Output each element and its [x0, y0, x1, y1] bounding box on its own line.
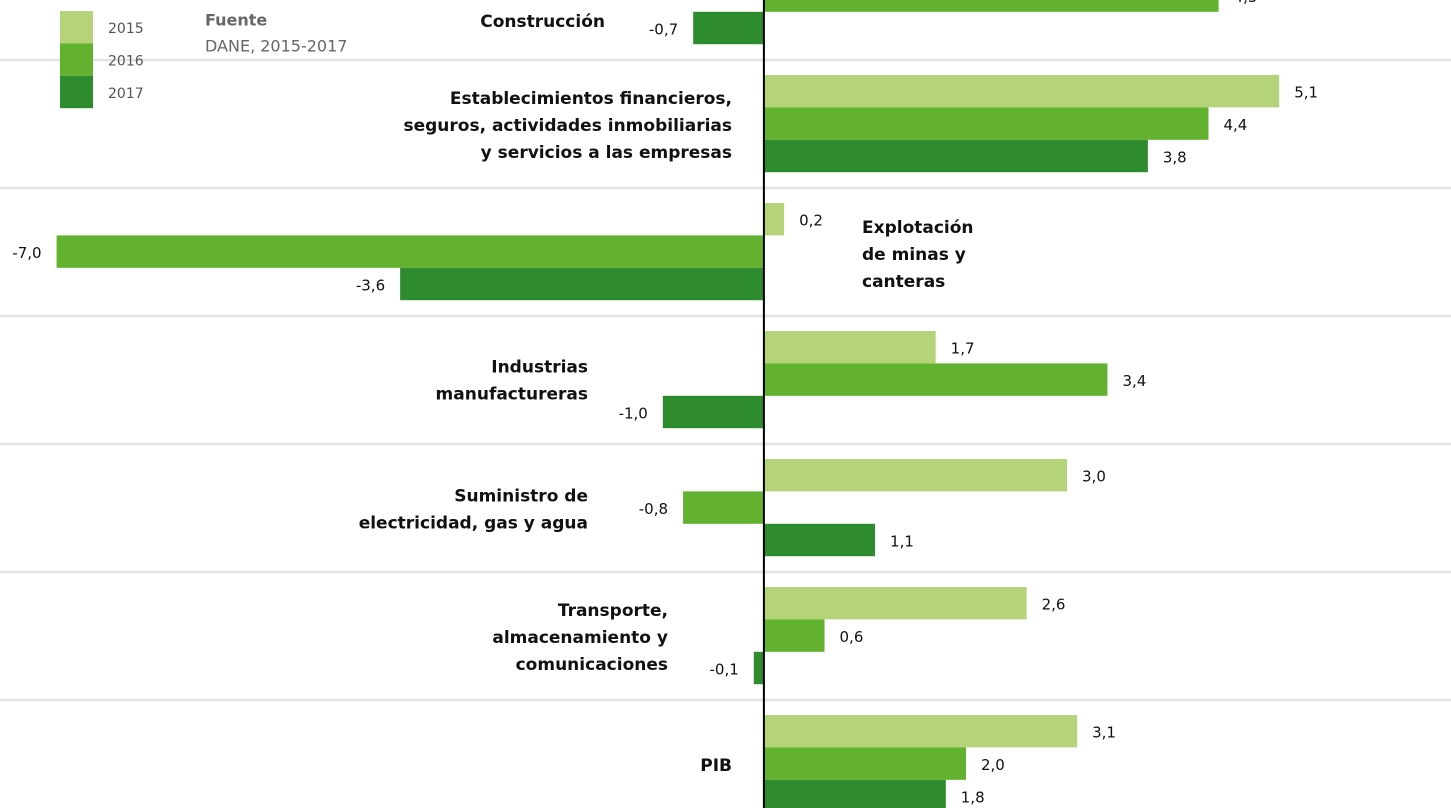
bar — [763, 363, 1108, 396]
value-label: 1,8 — [961, 789, 985, 807]
bar — [693, 11, 764, 45]
legend-swatch — [60, 43, 93, 76]
legend-label: 2015 — [108, 21, 144, 37]
category-label: electricidad, gas y agua — [359, 514, 588, 534]
value-label: 0,2 — [799, 212, 823, 230]
value-label: 2,6 — [1042, 596, 1066, 614]
bar — [763, 75, 1280, 108]
source-title: Fuente — [205, 11, 267, 30]
category-label: Construcción — [480, 12, 605, 32]
value-label: 3,8 — [1163, 149, 1187, 167]
category-label: Suministro de — [454, 487, 588, 507]
legend-swatch — [60, 75, 93, 109]
value-label: 4,4 — [1223, 116, 1247, 134]
category-label: Establecimientos financieros, — [450, 89, 732, 109]
bar — [763, 203, 785, 236]
value-label: 3,4 — [1122, 372, 1146, 390]
value-label: -1,0 — [619, 405, 648, 423]
value-label: 2,0 — [981, 756, 1005, 774]
category-label: PIB — [700, 756, 732, 776]
category-label: Explotación — [862, 218, 974, 238]
bar — [763, 0, 1219, 12]
bar — [56, 235, 764, 268]
bar — [400, 267, 764, 301]
bar — [763, 331, 936, 364]
value-label: -7,0 — [12, 244, 41, 262]
legend-label: 2017 — [108, 86, 144, 102]
bar — [763, 139, 1148, 173]
bar — [763, 619, 825, 652]
value-label: -0,1 — [710, 661, 739, 679]
value-label: -0,8 — [639, 500, 668, 518]
category-label: Industrias — [491, 358, 588, 378]
bar — [763, 459, 1068, 492]
legend-label: 2016 — [108, 53, 144, 69]
bar — [763, 715, 1078, 748]
category-label: canteras — [862, 272, 945, 292]
bar — [763, 107, 1209, 140]
bar — [763, 523, 876, 557]
value-label: 4,5 — [1234, 0, 1258, 6]
value-label: 0,6 — [840, 628, 864, 646]
category-label: manufactureras — [436, 385, 588, 405]
legend-swatch — [60, 11, 93, 44]
category-label: comunicaciones — [516, 655, 668, 675]
bar — [763, 747, 966, 780]
category-label: almacenamiento y — [492, 628, 668, 648]
value-label: -0,7 — [649, 21, 678, 39]
bar — [763, 779, 946, 808]
value-label: 1,7 — [951, 340, 975, 358]
value-label: 3,1 — [1092, 724, 1116, 742]
value-label: 5,1 — [1294, 84, 1318, 102]
bar — [683, 491, 764, 524]
category-label: Transporte, — [558, 601, 668, 621]
bar — [763, 587, 1027, 620]
category-label: y servicios a las empresas — [481, 143, 732, 163]
value-label: -3,6 — [356, 277, 385, 295]
bar — [753, 651, 764, 685]
bar — [662, 395, 764, 429]
category-label: de minas y — [862, 245, 966, 265]
value-label: 1,1 — [890, 533, 914, 551]
value-label: 3,0 — [1082, 468, 1106, 486]
category-label: seguros, actividades inmobiliarias — [403, 116, 732, 136]
source: DANE, 2015-2017 — [205, 37, 347, 56]
